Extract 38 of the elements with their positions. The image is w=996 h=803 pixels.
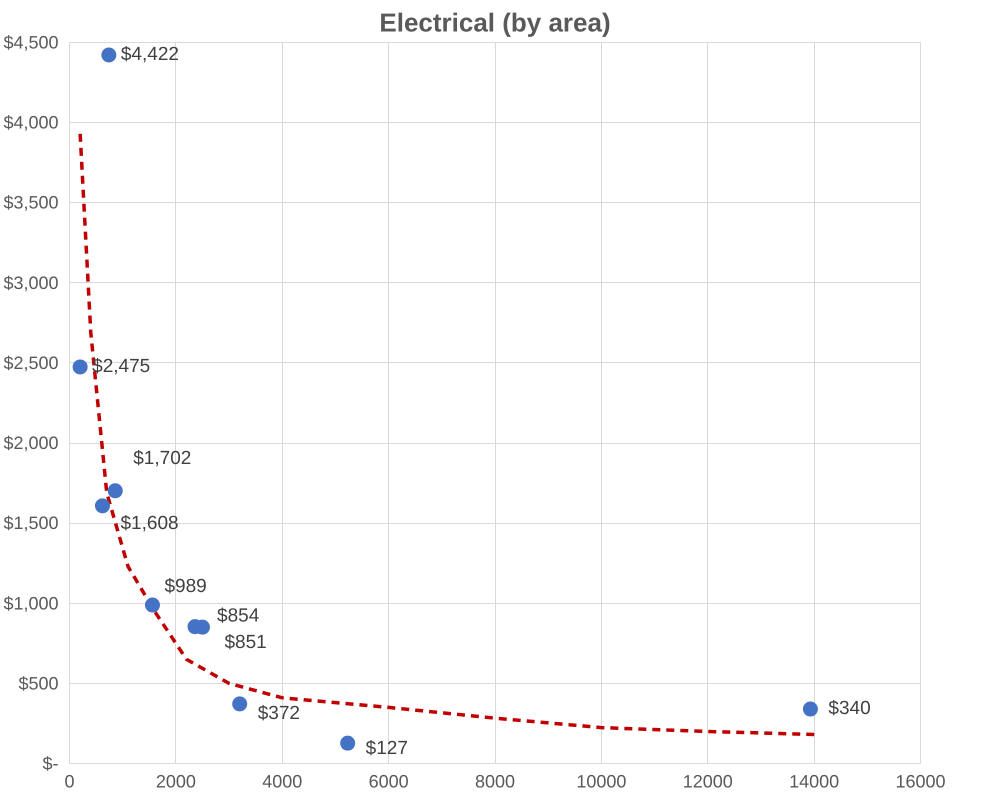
chart-title: Electrical (by area) [379,8,611,38]
x-tick-label: 16000 [895,772,946,792]
y-tick-label: $1,000 [3,593,59,614]
x-tick-label: 12000 [682,772,733,792]
x-tick-label: 0 [64,772,75,792]
data-label: $1,702 [133,448,192,469]
y-tick-label: $2,000 [3,433,59,454]
data-label: $851 [224,632,267,654]
point [72,359,88,374]
y-tick-label: $4,500 [3,32,59,52]
x-tick-label: 8000 [474,772,516,792]
x-tick-label: 6000 [368,772,409,792]
data-label: $2,475 [92,356,150,377]
data-label: $989 [164,576,207,598]
point [108,483,123,498]
data-label: $127 [366,738,408,760]
data-label: $4,422 [120,44,179,65]
x-tick-label: 2000 [156,772,196,792]
point [144,598,160,613]
y-tick-label: $4,000 [3,112,59,133]
y-tick-label: $3,000 [3,272,59,293]
y-tick-label: $3,500 [3,192,59,213]
data-label: $854 [217,606,260,627]
point [340,736,356,751]
data-label: $1,608 [120,512,179,534]
point [802,702,818,717]
x-tick-label: 4000 [262,772,302,792]
data-label: $372 [258,702,300,724]
point [232,696,248,712]
point [101,48,116,62]
point [94,498,110,514]
y-tick-label: $- [42,754,59,774]
y-tick-label: $2,500 [3,352,59,373]
y-tick-label: $500 [18,673,59,694]
data-label: $340 [828,698,871,720]
x-tick-label: 14000 [789,772,840,792]
x-tick-label: 10000 [576,772,626,792]
y-tick-label: $1,500 [3,513,59,534]
